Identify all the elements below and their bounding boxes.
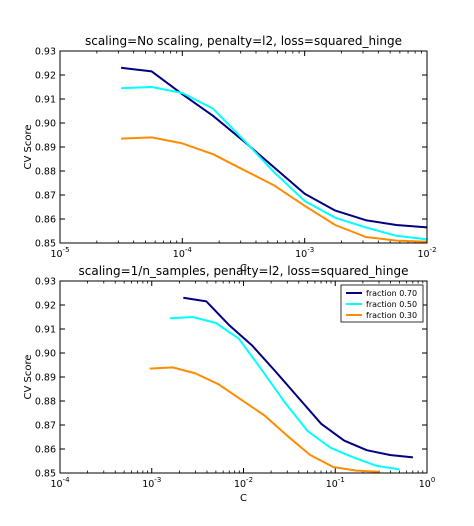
x-tick-label: 10-1 [326,476,345,490]
y-tick-label: 0.87 [35,421,56,432]
y-tick-label: 0.93 [35,47,56,58]
y-tick-label: 0.86 [35,445,56,456]
x-tick-label: 100 [419,476,436,490]
plot-frame [59,50,428,244]
y-tick-label: 0.85 [35,469,56,480]
chart-title: scaling=1/n_samples, penalty=l2, loss=sq… [79,264,409,278]
y-axis-label: CV Score [23,354,34,399]
y-tick-label: 0.91 [35,325,56,336]
y-tick-label: 0.93 [35,277,56,288]
x-tick-label: 10-5 [50,246,69,260]
y-tick-label: 0.92 [35,301,56,312]
y-tick-label: 0.87 [35,191,56,202]
legend-label: fraction 0.50 [366,300,417,309]
series-line-2 [121,86,428,241]
series-line-3 [149,366,380,473]
legend-label: fraction 0.30 [366,311,417,320]
y-tick-label: 0.90 [35,119,56,130]
chart-title: scaling=No scaling, penalty=l2, loss=squ… [85,34,402,48]
x-tick-label: 10-3 [295,246,314,260]
chart-panel-2: scaling=1/n_samples, penalty=l2, loss=sq… [23,264,435,504]
legend-label: fraction 0.70 [366,289,417,298]
x-tick-label: 10-2 [417,246,436,260]
series-line-1 [183,296,414,459]
x-tick-label: 10-2 [234,476,253,490]
y-tick-label: 0.89 [35,373,56,384]
y-tick-label: 0.85 [35,239,56,250]
y-tick-label: 0.88 [35,397,56,408]
x-tick-label: 10-4 [173,246,193,260]
series-line-2 [169,316,400,471]
y-tick-label: 0.92 [35,71,56,82]
y-tick-label: 0.89 [35,143,56,154]
y-axis-label: CV Score [23,124,34,169]
series-line-3 [121,136,428,243]
y-tick-label: 0.90 [35,349,56,360]
legend: fraction 0.70 fraction 0.50 fraction 0.30 [340,284,424,323]
x-axis-label: C [240,263,247,274]
series-line-1 [120,66,428,229]
x-tick-label: 10-4 [50,476,70,490]
y-tick-label: 0.86 [35,215,56,226]
y-tick-label: 0.88 [35,167,56,178]
x-tick-label: 10-3 [142,476,161,490]
plot-frame [59,280,428,474]
chart-panel-1: scaling=No scaling, penalty=l2, loss=squ… [23,34,437,274]
x-axis-label: C [240,493,247,504]
y-tick-label: 0.91 [35,95,56,106]
